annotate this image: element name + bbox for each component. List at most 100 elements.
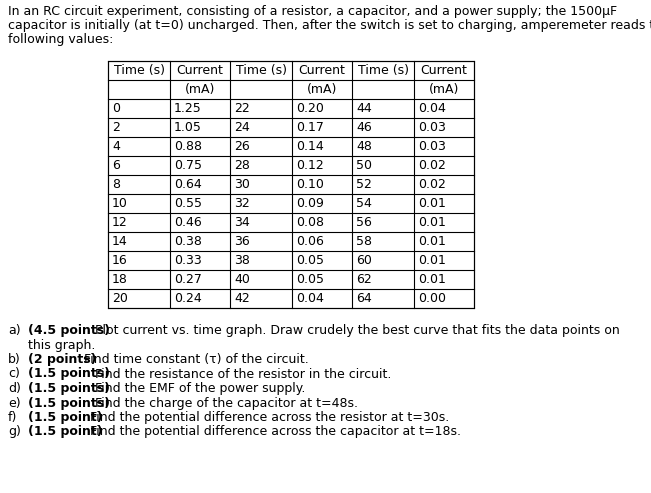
Text: (1.5 points): (1.5 points) bbox=[28, 382, 110, 395]
Text: 48: 48 bbox=[356, 140, 372, 153]
Text: 0.06: 0.06 bbox=[296, 235, 324, 248]
Text: Find the potential difference across the resistor at t=30s.: Find the potential difference across the… bbox=[89, 411, 449, 424]
Text: 0.04: 0.04 bbox=[296, 292, 324, 305]
Text: b): b) bbox=[8, 353, 21, 366]
Text: 1.25: 1.25 bbox=[174, 102, 202, 115]
Text: (mA): (mA) bbox=[307, 83, 337, 96]
Text: 38: 38 bbox=[234, 254, 250, 267]
Text: 0.02: 0.02 bbox=[418, 159, 446, 172]
Text: 40: 40 bbox=[234, 273, 250, 286]
Text: 0.00: 0.00 bbox=[418, 292, 446, 305]
Text: 0.12: 0.12 bbox=[296, 159, 324, 172]
Text: 0.01: 0.01 bbox=[418, 235, 446, 248]
Text: 26: 26 bbox=[234, 140, 250, 153]
Text: 0.02: 0.02 bbox=[418, 178, 446, 191]
Text: 64: 64 bbox=[356, 292, 372, 305]
Text: 0.03: 0.03 bbox=[418, 121, 446, 134]
Text: 24: 24 bbox=[234, 121, 250, 134]
Text: 32: 32 bbox=[234, 197, 250, 210]
Text: 2: 2 bbox=[112, 121, 120, 134]
Text: 6: 6 bbox=[112, 159, 120, 172]
Text: Current: Current bbox=[176, 64, 223, 77]
Text: Find the potential difference across the capacitor at t=18s.: Find the potential difference across the… bbox=[89, 425, 460, 438]
Text: Time (s): Time (s) bbox=[236, 64, 286, 77]
Text: this graph.: this graph. bbox=[28, 339, 96, 352]
Text: Current: Current bbox=[421, 64, 467, 77]
Text: 0.14: 0.14 bbox=[296, 140, 324, 153]
Text: 62: 62 bbox=[356, 273, 372, 286]
Text: following values:: following values: bbox=[8, 33, 113, 46]
Text: (1.5 points): (1.5 points) bbox=[28, 396, 110, 410]
Text: 0.05: 0.05 bbox=[296, 254, 324, 267]
Text: 0.01: 0.01 bbox=[418, 197, 446, 210]
Text: (1.5 point): (1.5 point) bbox=[28, 411, 103, 424]
Text: 0.88: 0.88 bbox=[174, 140, 202, 153]
Text: 18: 18 bbox=[112, 273, 128, 286]
Text: 16: 16 bbox=[112, 254, 128, 267]
Text: 0.01: 0.01 bbox=[418, 254, 446, 267]
Text: 1.05: 1.05 bbox=[174, 121, 202, 134]
Text: 0: 0 bbox=[112, 102, 120, 115]
Text: Find the charge of the capacitor at t=48s.: Find the charge of the capacitor at t=48… bbox=[95, 396, 358, 410]
Text: 0.46: 0.46 bbox=[174, 216, 202, 229]
Text: 52: 52 bbox=[356, 178, 372, 191]
Text: Find time constant (τ) of the circuit.: Find time constant (τ) of the circuit. bbox=[84, 353, 309, 366]
Text: 22: 22 bbox=[234, 102, 250, 115]
Text: (mA): (mA) bbox=[185, 83, 215, 96]
Text: 4: 4 bbox=[112, 140, 120, 153]
Text: 10: 10 bbox=[112, 197, 128, 210]
Text: Time (s): Time (s) bbox=[113, 64, 165, 77]
Text: 14: 14 bbox=[112, 235, 128, 248]
Text: g): g) bbox=[8, 425, 21, 438]
Text: a): a) bbox=[8, 324, 21, 337]
Text: 0.08: 0.08 bbox=[296, 216, 324, 229]
Text: f): f) bbox=[8, 411, 18, 424]
Text: 0.01: 0.01 bbox=[418, 216, 446, 229]
Text: 0.04: 0.04 bbox=[418, 102, 446, 115]
Text: 0.05: 0.05 bbox=[296, 273, 324, 286]
Text: Time (s): Time (s) bbox=[357, 64, 408, 77]
Text: 50: 50 bbox=[356, 159, 372, 172]
Text: 0.10: 0.10 bbox=[296, 178, 324, 191]
Text: 44: 44 bbox=[356, 102, 372, 115]
Text: 0.55: 0.55 bbox=[174, 197, 202, 210]
Text: 0.09: 0.09 bbox=[296, 197, 324, 210]
Text: 12: 12 bbox=[112, 216, 128, 229]
Text: 0.17: 0.17 bbox=[296, 121, 324, 134]
Text: (1.5 points): (1.5 points) bbox=[28, 367, 110, 381]
Text: 20: 20 bbox=[112, 292, 128, 305]
Text: 30: 30 bbox=[234, 178, 250, 191]
Text: 0.64: 0.64 bbox=[174, 178, 202, 191]
Text: c): c) bbox=[8, 367, 20, 381]
Text: (2 points): (2 points) bbox=[28, 353, 96, 366]
Text: 0.75: 0.75 bbox=[174, 159, 202, 172]
Text: 42: 42 bbox=[234, 292, 250, 305]
Text: 0.33: 0.33 bbox=[174, 254, 202, 267]
Text: 56: 56 bbox=[356, 216, 372, 229]
Text: (mA): (mA) bbox=[429, 83, 459, 96]
Text: 0.03: 0.03 bbox=[418, 140, 446, 153]
Text: capacitor is initially (at t=0) uncharged. Then, after the switch is set to char: capacitor is initially (at t=0) uncharge… bbox=[8, 19, 651, 32]
Text: In an RC circuit experiment, consisting of a resistor, a capacitor, and a power : In an RC circuit experiment, consisting … bbox=[8, 5, 617, 18]
Text: 58: 58 bbox=[356, 235, 372, 248]
Bar bbox=[108, 61, 474, 308]
Text: Find the EMF of the power supply.: Find the EMF of the power supply. bbox=[95, 382, 305, 395]
Text: Find the resistance of the resistor in the circuit.: Find the resistance of the resistor in t… bbox=[95, 367, 391, 381]
Text: (1.5 point): (1.5 point) bbox=[28, 425, 103, 438]
Text: 54: 54 bbox=[356, 197, 372, 210]
Text: 0.01: 0.01 bbox=[418, 273, 446, 286]
Text: 34: 34 bbox=[234, 216, 250, 229]
Text: 60: 60 bbox=[356, 254, 372, 267]
Text: 0.24: 0.24 bbox=[174, 292, 202, 305]
Text: Current: Current bbox=[299, 64, 346, 77]
Text: 46: 46 bbox=[356, 121, 372, 134]
Text: 0.27: 0.27 bbox=[174, 273, 202, 286]
Text: Plot current vs. time graph. Draw crudely the best curve that fits the data poin: Plot current vs. time graph. Draw crudel… bbox=[95, 324, 620, 337]
Text: e): e) bbox=[8, 396, 21, 410]
Text: (4.5 points): (4.5 points) bbox=[28, 324, 110, 337]
Text: 0.38: 0.38 bbox=[174, 235, 202, 248]
Text: 8: 8 bbox=[112, 178, 120, 191]
Text: 0.20: 0.20 bbox=[296, 102, 324, 115]
Text: 36: 36 bbox=[234, 235, 250, 248]
Text: d): d) bbox=[8, 382, 21, 395]
